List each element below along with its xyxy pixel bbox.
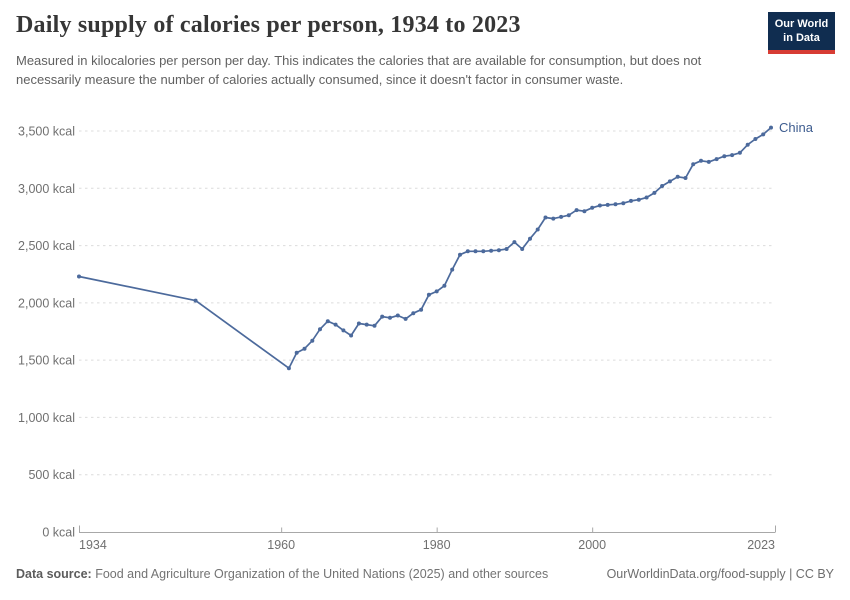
series-line-china xyxy=(78,126,772,370)
svg-text:500 kcal: 500 kcal xyxy=(28,468,75,482)
svg-text:0 kcal: 0 kcal xyxy=(42,526,75,540)
svg-text:2023: 2023 xyxy=(747,538,775,552)
svg-text:1,000 kcal: 1,000 kcal xyxy=(18,411,75,425)
svg-text:1934: 1934 xyxy=(79,538,107,552)
svg-text:3,500 kcal: 3,500 kcal xyxy=(18,125,75,139)
data-source-label: Data source: xyxy=(16,567,92,581)
y-axis-labels: 0 kcal 500 kcal 1,000 kcal 1,500 kcal 2,000 … xyxy=(18,125,75,540)
svg-text:2000: 2000 xyxy=(578,538,606,552)
footer-link[interactable]: OurWorldinData.org/food-supply | CC BY xyxy=(606,567,834,581)
owid-logo-line2: in Data xyxy=(783,32,820,45)
owid-logo-line1: Our World xyxy=(774,18,829,30)
x-axis-labels: 1934 1960 1980 2000 2023 xyxy=(79,538,775,552)
chart-title: Daily supply of calories per person, 193… xyxy=(16,12,521,38)
owid-logo[interactable]: Our World in Data xyxy=(768,12,835,54)
entity-label-china: China xyxy=(779,120,814,135)
x-axis xyxy=(79,525,776,533)
gridlines xyxy=(79,130,775,476)
svg-text:1,500 kcal: 1,500 kcal xyxy=(18,354,75,368)
chart-footer: Data source: Food and Agriculture Organi… xyxy=(16,567,834,581)
svg-text:2,000 kcal: 2,000 kcal xyxy=(18,296,75,310)
series-markers-china[interactable] xyxy=(77,125,773,371)
svg-text:2,500 kcal: 2,500 kcal xyxy=(18,239,75,253)
data-source-text: Food and Agriculture Organization of the… xyxy=(91,567,549,581)
svg-text:3,000 kcal: 3,000 kcal xyxy=(18,182,75,196)
chart-subtitle: Measured in kilocalories per person per … xyxy=(16,53,702,87)
svg-text:1960: 1960 xyxy=(267,538,295,552)
svg-text:1980: 1980 xyxy=(423,538,451,552)
data-source: Data source: Food and Agriculture Organi… xyxy=(16,567,548,581)
